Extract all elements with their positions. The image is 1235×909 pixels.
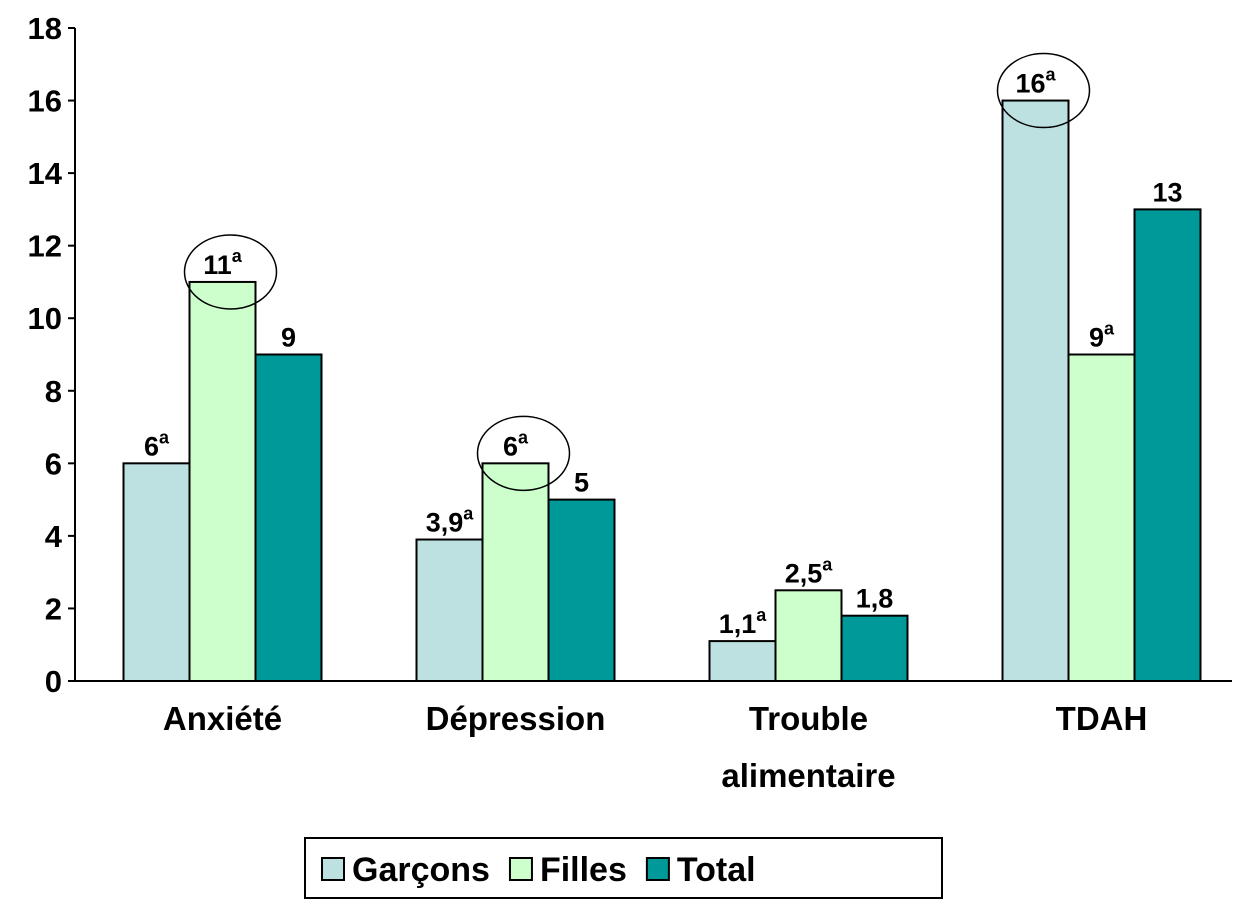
bar bbox=[122, 462, 191, 683]
bar bbox=[1001, 99, 1070, 683]
bar bbox=[708, 640, 777, 682]
data-label: 3,9a bbox=[426, 504, 475, 538]
y-tick-label: 16 bbox=[28, 84, 62, 119]
data-label-note: a bbox=[232, 246, 243, 266]
data-label-note: a bbox=[518, 427, 529, 447]
y-tick-label: 4 bbox=[45, 519, 63, 554]
label-circle bbox=[476, 415, 571, 492]
data-label: 6a bbox=[144, 427, 170, 461]
data-label-value: 9 bbox=[1089, 323, 1104, 353]
legend-label: Total bbox=[677, 851, 756, 889]
x-tick-label: Dépression bbox=[426, 700, 606, 737]
bar bbox=[481, 462, 550, 683]
data-label-value: 6 bbox=[144, 431, 159, 461]
data-label-value: 16 bbox=[1015, 69, 1045, 99]
data-label-value: 3,9 bbox=[426, 508, 464, 538]
data-label-value: 5 bbox=[574, 468, 589, 498]
x-tick-label: Trouble alimentaire bbox=[721, 700, 895, 794]
label-circle bbox=[183, 234, 278, 310]
y-tick-label: 12 bbox=[28, 229, 62, 264]
legend-label: Filles bbox=[540, 851, 627, 889]
data-label-note: a bbox=[1046, 65, 1057, 85]
y-tick-label: 2 bbox=[45, 591, 62, 626]
legend-swatch bbox=[508, 857, 533, 881]
y-tick-label: 6 bbox=[45, 446, 62, 481]
data-label: 5 bbox=[574, 468, 589, 498]
data-label-value: 1,1 bbox=[719, 609, 757, 639]
bar bbox=[774, 589, 843, 682]
legend bbox=[304, 837, 943, 899]
data-label: 13 bbox=[1152, 177, 1182, 207]
label-circle bbox=[996, 52, 1091, 129]
data-label: 9a bbox=[1089, 319, 1115, 353]
data-label-value: 1,8 bbox=[856, 584, 894, 614]
data-label: 6a bbox=[503, 427, 529, 461]
data-label: 16a bbox=[1015, 65, 1056, 99]
bar bbox=[1133, 208, 1202, 682]
data-label-note: a bbox=[756, 605, 767, 625]
legend-swatch bbox=[645, 857, 670, 881]
data-label-note: a bbox=[822, 554, 833, 574]
bar bbox=[1067, 353, 1136, 682]
y-tick-label: 14 bbox=[28, 156, 63, 191]
bar bbox=[254, 353, 323, 682]
data-label: 2,5a bbox=[785, 554, 834, 588]
legend-swatch bbox=[321, 857, 345, 881]
y-tick-label: 8 bbox=[45, 374, 62, 409]
bar bbox=[188, 280, 257, 682]
x-tick-label: TDAH bbox=[1056, 700, 1148, 737]
data-label: 1,1a bbox=[719, 605, 768, 639]
data-label-value: 6 bbox=[503, 431, 518, 461]
data-label-note: a bbox=[463, 504, 474, 524]
bar bbox=[547, 498, 616, 682]
y-tick-label: 0 bbox=[45, 664, 62, 699]
data-label-value: 2,5 bbox=[785, 558, 823, 588]
bar bbox=[415, 538, 484, 682]
data-label-value: 13 bbox=[1152, 177, 1182, 207]
y-tick-label: 18 bbox=[28, 11, 62, 46]
data-label: 11a bbox=[203, 246, 243, 280]
legend-label: Garçons bbox=[352, 851, 490, 889]
bar bbox=[840, 614, 909, 683]
data-label-value: 9 bbox=[281, 323, 296, 353]
data-label-value: 11 bbox=[203, 250, 232, 280]
y-tick-label: 10 bbox=[28, 301, 62, 336]
data-label-note: a bbox=[159, 427, 170, 447]
x-tick-label: Anxiété bbox=[163, 700, 282, 737]
data-label: 9 bbox=[281, 323, 296, 353]
data-label-note: a bbox=[1104, 319, 1115, 339]
data-label: 1,8 bbox=[856, 584, 894, 614]
